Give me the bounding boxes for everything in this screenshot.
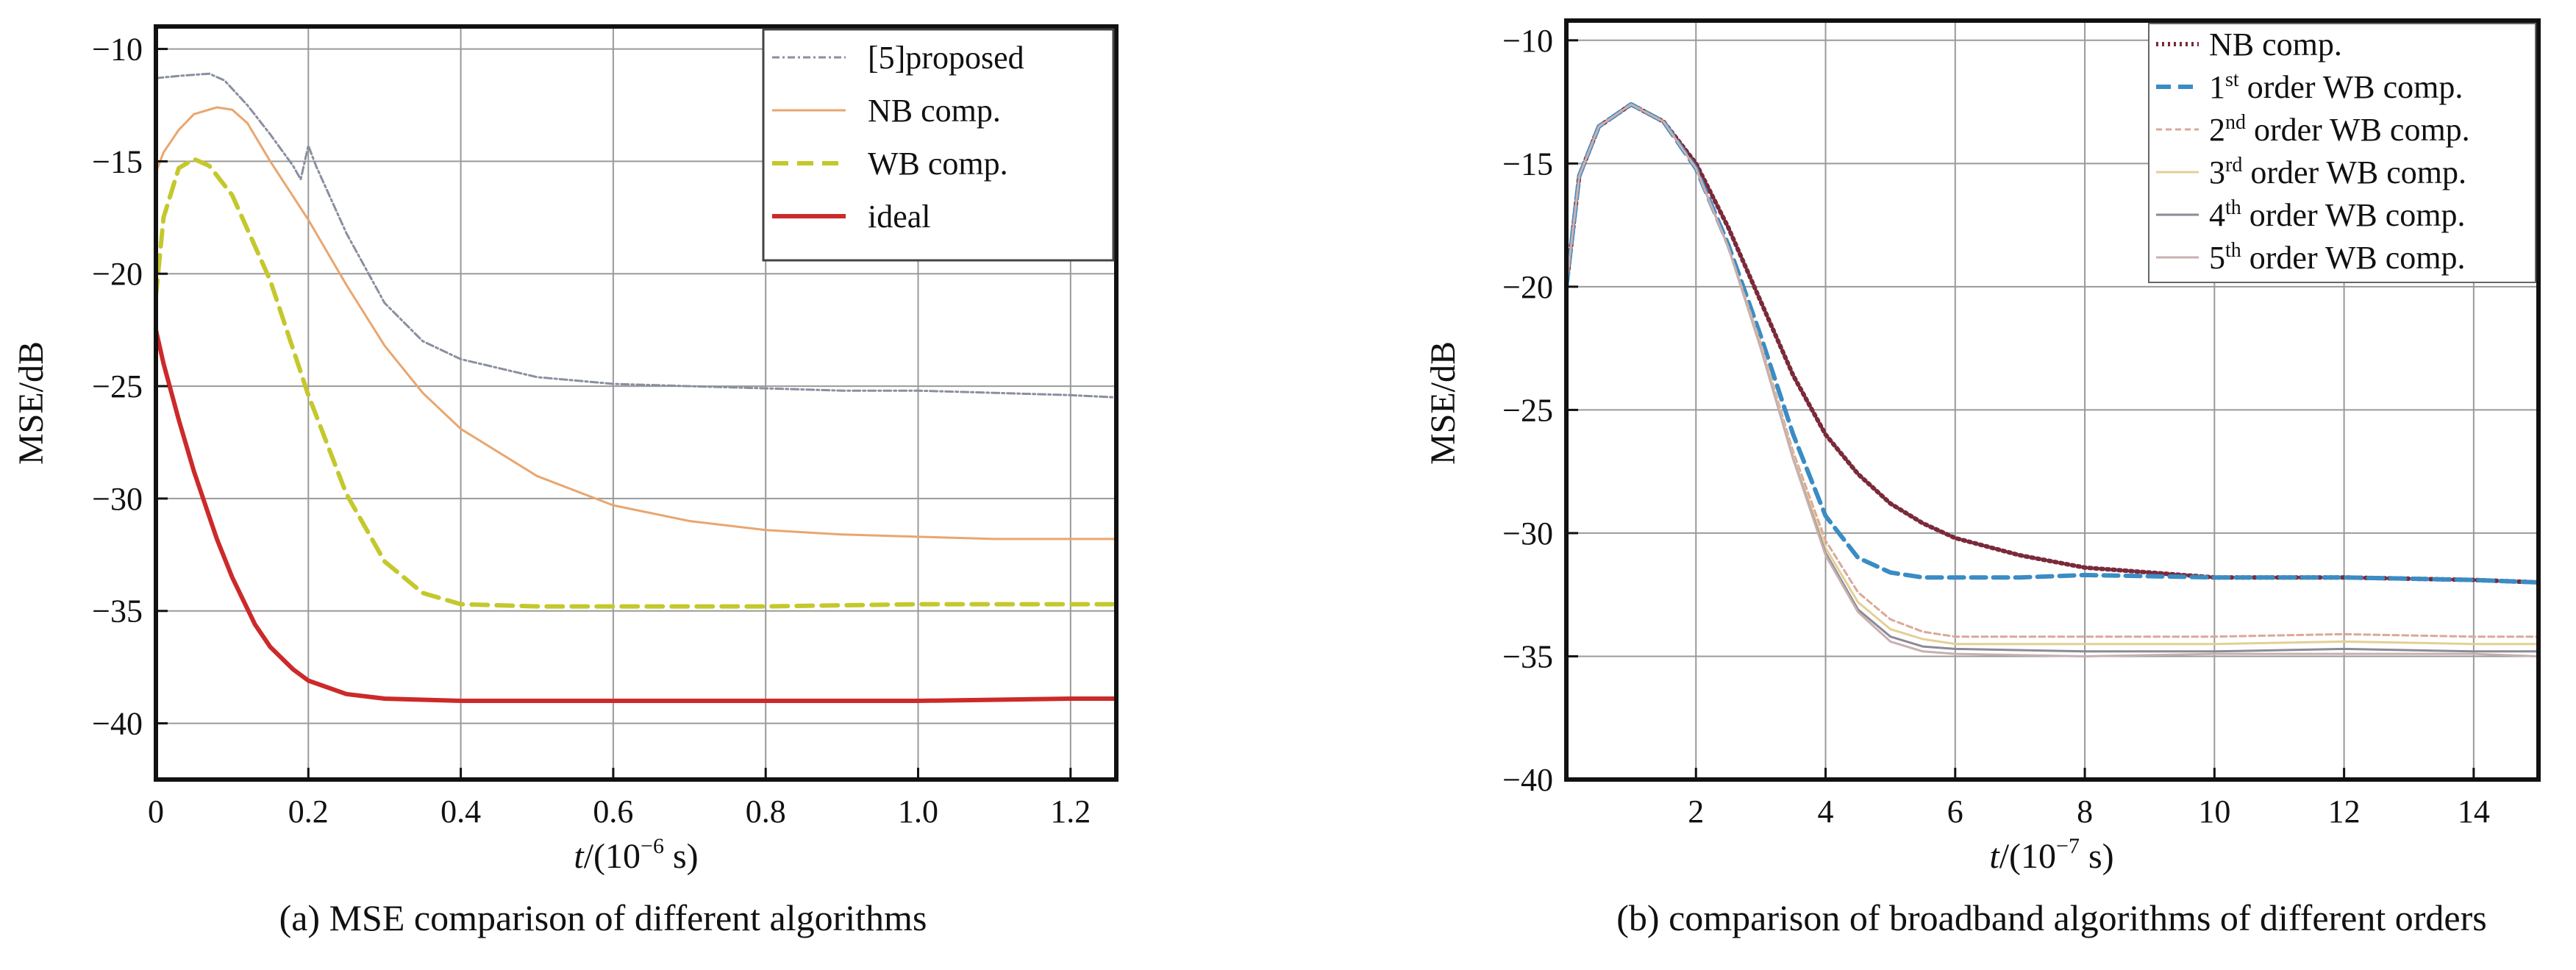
panel-a-x-axis-label: t/(10−6 s) bbox=[574, 834, 698, 876]
panel-a-legend-label-3: WB comp. bbox=[868, 146, 1008, 182]
panel-a-series bbox=[154, 72, 1118, 703]
panel-a-x-ticks: 0 0.2 0.4 0.6 0.8 1.0 1.2 bbox=[148, 768, 1091, 830]
panel-b-y-tick-label: −15 bbox=[1502, 146, 1553, 182]
panel-b-x-tick-label: 2 bbox=[1688, 794, 1704, 830]
panel-b-x-tick-label: 14 bbox=[2458, 794, 2490, 830]
panel-a-series-line-3 bbox=[154, 157, 1118, 609]
panel-a-x-tick-label: 0.4 bbox=[440, 794, 481, 830]
panel-a-legend-label-2: NB comp. bbox=[868, 93, 1001, 129]
panel-a-y-tick-label: −10 bbox=[92, 32, 143, 68]
panel-b-legend-label-2: 1st order WB comp. bbox=[2209, 68, 2463, 105]
panel-b-x-tick-label: 4 bbox=[1818, 794, 1834, 830]
panel-a-legend-box bbox=[762, 28, 1115, 262]
panel-b-y-tick-label: −20 bbox=[1502, 269, 1553, 305]
panel-b-legend-label-3: 2nd order WB comp. bbox=[2209, 111, 2470, 148]
panel-b-y-tick-label: −25 bbox=[1502, 392, 1553, 428]
panel-a-y-tick-label: −40 bbox=[92, 706, 143, 742]
panel-b-legend-label-4: 3rd order WB comp. bbox=[2209, 154, 2466, 190]
panel-b-x-ticks: 2 4 6 8 10 12 14 bbox=[1688, 768, 2490, 830]
panel-b-x-tick-label: 8 bbox=[2077, 794, 2093, 830]
panel-b-caption: (b) comparison of broadband algorithms o… bbox=[1616, 897, 2486, 938]
panel-a-y-tick-label: −15 bbox=[92, 143, 143, 179]
panel-a-series-line-1 bbox=[154, 72, 1118, 399]
panel-a-x-tick-label: 0.6 bbox=[593, 794, 633, 830]
panel-a-y-tick-label: −25 bbox=[92, 368, 143, 404]
panel-b-legend-label-6: 5th order WB comp. bbox=[2209, 239, 2465, 276]
panel-a-y-tick-label: −30 bbox=[92, 481, 143, 517]
panel-a-legend-label-1: [5]proposed bbox=[868, 40, 1024, 76]
panel-a-x-tick-label: 1.2 bbox=[1050, 794, 1091, 830]
panel-b-x-axis-label: t/(10−7 s) bbox=[1989, 834, 2113, 876]
panel-b-legend: NB comp. 1st order WB comp. 2nd order WB c… bbox=[2148, 23, 2536, 283]
panel-b-x-tick-label: 12 bbox=[2328, 794, 2361, 830]
panel-a-x-tick-label: 0 bbox=[148, 794, 164, 830]
panel-b-series-line-6 bbox=[1565, 103, 2540, 657]
panel-b-y-tick-label: −35 bbox=[1502, 638, 1553, 674]
panel-b-y-tick-label: −40 bbox=[1502, 762, 1553, 798]
panel-a-y-ticks: −10 −15 −20 −25 −30 −35 −40 bbox=[92, 32, 168, 742]
panel-a-series-line-4 bbox=[154, 327, 1118, 703]
panel-b-legend-label-5: 4th order WB comp. bbox=[2209, 196, 2465, 233]
panel-a-x-tick-label: 1.0 bbox=[898, 794, 938, 830]
panel-a-plot-frame bbox=[154, 24, 1118, 782]
panel-a-x-tick-label: 0.2 bbox=[288, 794, 329, 830]
panel-a-legend: [5]proposed NB comp. WB comp. ideal bbox=[762, 28, 1115, 262]
panel-a: 0 0.2 0.4 0.6 0.8 1.0 1.2 −10 −15 −20 −25 −30 −35 −4… bbox=[12, 24, 1118, 938]
panel-b-y-tick-label: −30 bbox=[1502, 516, 1553, 552]
panel-b-series bbox=[1564, 101, 2541, 657]
panel-a-y-tick-label: −20 bbox=[92, 256, 143, 292]
panel-b: 2 4 6 8 10 12 14 −10 −15 −20 −25 −30 −35 −40 NB comp… bbox=[1424, 18, 2541, 938]
panel-a-legend-label-4: ideal bbox=[868, 199, 931, 235]
panel-b-legend-label-1: NB comp. bbox=[2209, 26, 2342, 63]
panel-b-x-tick-label: 10 bbox=[2198, 794, 2230, 830]
panel-a-y-axis-label: MSE/dB bbox=[12, 341, 51, 465]
panel-b-y-axis-label: MSE/dB bbox=[1424, 341, 1463, 465]
panel-a-series-line-2 bbox=[154, 106, 1118, 541]
panel-a-y-tick-label: −35 bbox=[92, 593, 143, 630]
panel-b-x-tick-label: 6 bbox=[1947, 794, 1963, 830]
panel-b-legend-box bbox=[2148, 23, 2536, 283]
panel-b-y-ticks: −10 −15 −20 −25 −30 −35 −40 bbox=[1502, 23, 1578, 798]
panel-a-x-tick-label: 0.8 bbox=[746, 794, 786, 830]
panel-a-caption: (a) MSE comparison of different algorith… bbox=[279, 897, 927, 938]
panel-b-plot-frame bbox=[1564, 18, 2541, 782]
panel-b-y-tick-label: −10 bbox=[1502, 23, 1553, 59]
